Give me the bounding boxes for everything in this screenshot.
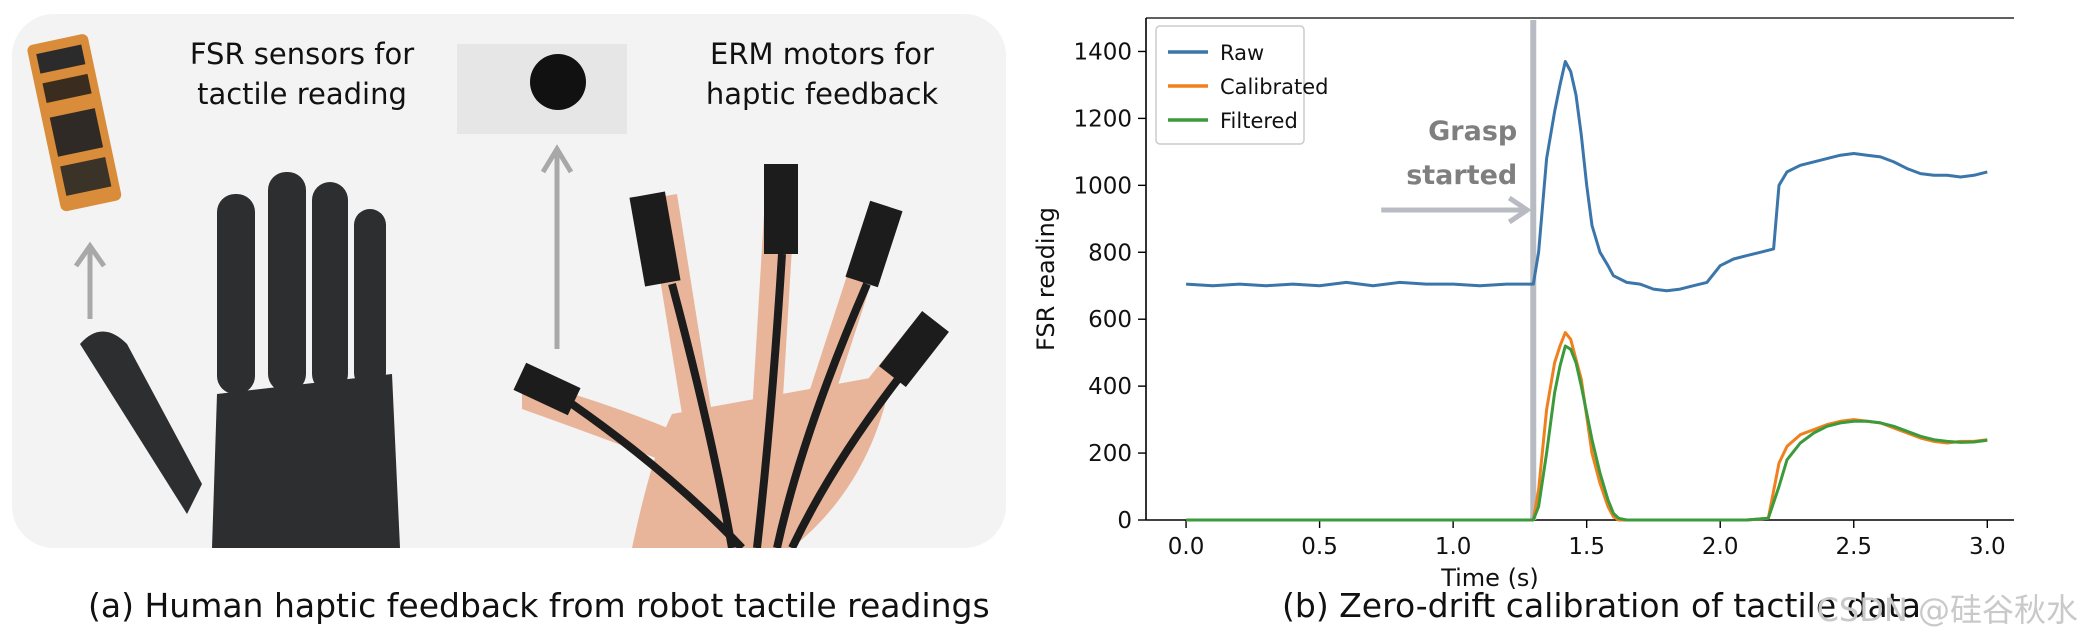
fsr-annotation: FSR sensors for tactile reading <box>152 34 452 114</box>
erm-motor-image <box>457 44 627 134</box>
y-tick-label: 600 <box>1088 307 1132 333</box>
watermark: CSDN @硅谷秋水 <box>1816 591 2078 629</box>
x-tick-label: 0.5 <box>1301 534 1338 560</box>
x-axis-label: Time (s) <box>1440 564 1539 592</box>
arrow-up-icon <box>73 241 107 319</box>
x-tick-label: 2.0 <box>1702 534 1739 560</box>
series-line-filtered <box>1186 344 1988 522</box>
erm-annotation: ERM motors for haptic feedback <box>672 34 972 114</box>
y-tick-label: 1200 <box>1073 106 1132 132</box>
fsr-annotation-line-2: tactile reading <box>197 77 407 111</box>
legend-label-filtered: Filtered <box>1220 109 1298 133</box>
x-tick-label: 3.0 <box>1969 534 2006 560</box>
chart-marks: Grasp started <box>1186 20 1988 522</box>
y-axis-label: FSR reading <box>1032 207 1060 351</box>
erm-annotation-line-1: ERM motors for <box>710 37 934 71</box>
grasp-annotation-line-1: Grasp <box>1428 116 1517 147</box>
x-tick-label: 1.5 <box>1568 534 1605 560</box>
legend-label-raw: Raw <box>1220 41 1264 65</box>
y-tick-label: 1000 <box>1073 173 1132 199</box>
caption-a: (a) Human haptic feedback from robot tac… <box>88 586 990 625</box>
human-hand-image <box>513 164 949 548</box>
y-tick-label: 1400 <box>1073 39 1132 65</box>
haptic-photo-illustration <box>27 34 949 548</box>
fsr-sensor-image <box>27 34 122 212</box>
series-line-raw <box>1186 60 1988 293</box>
x-tick-label: 2.5 <box>1835 534 1872 560</box>
x-tick-label: 1.0 <box>1435 534 1472 560</box>
y-tick-label: 0 <box>1117 508 1132 534</box>
erm-annotation-line-2: haptic feedback <box>705 77 939 111</box>
y-tick-label: 800 <box>1088 240 1132 266</box>
series-line-calibrated <box>1186 331 1988 522</box>
photo-panel: FSR sensors for tactile reading ERM moto… <box>12 14 1006 548</box>
chart-legend: Raw Calibrated Filtered <box>1155 25 1329 145</box>
arrow-up-icon <box>540 144 574 349</box>
x-tick-label: 0.0 <box>1168 534 1205 560</box>
y-tick-label: 400 <box>1088 374 1132 400</box>
caption-b: (b) Zero-drift calibration of tactile da… <box>1282 586 1921 625</box>
legend-box <box>1155 25 1305 145</box>
fsr-annotation-line-1: FSR sensors for <box>189 37 415 71</box>
grasp-annotation-line-2: started <box>1406 160 1517 191</box>
y-tick-label: 200 <box>1088 441 1132 467</box>
fsr-chart: 0.0 0.5 1.0 1.5 2.0 2.5 3.0 0 200 400 600 800 1000 12… <box>1032 17 2014 592</box>
robot-hand-image <box>80 172 400 548</box>
legend-label-calibrated: Calibrated <box>1220 75 1329 99</box>
grasp-arrow-head <box>1507 195 1532 225</box>
